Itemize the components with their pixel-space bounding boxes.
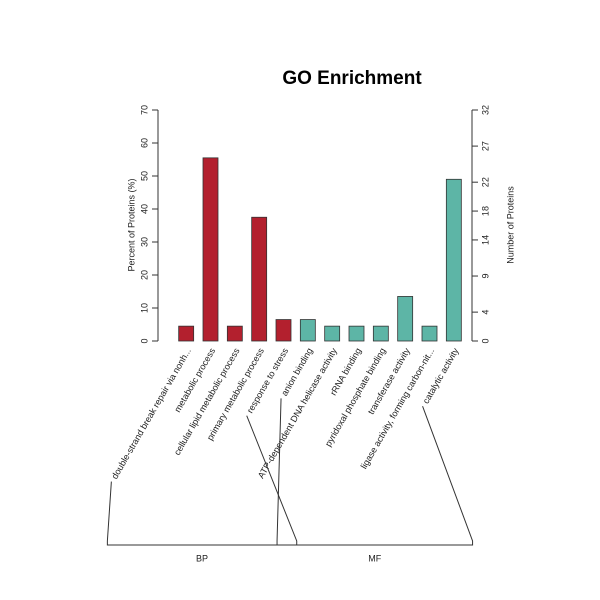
y2-tick-label: 18 xyxy=(480,206,490,216)
y-tick-label: 0 xyxy=(139,338,149,343)
y2-axis-label: Number of Proteins xyxy=(505,186,515,264)
y2-tick-label: 4 xyxy=(480,310,490,315)
bar xyxy=(226,325,243,342)
bar xyxy=(324,325,341,342)
bar xyxy=(275,319,292,342)
bar xyxy=(348,325,365,342)
y2-tick-label: 27 xyxy=(480,141,490,151)
bar xyxy=(397,296,414,342)
group-bracket xyxy=(276,398,474,546)
group-label: MF xyxy=(368,553,381,563)
bar xyxy=(421,325,438,342)
y2-tick-label: 9 xyxy=(480,274,490,279)
y-axis-label: Percent of Proteins (%) xyxy=(126,178,136,271)
y-tick-label: 10 xyxy=(139,303,149,313)
group-bracket xyxy=(106,415,298,546)
bar xyxy=(202,157,219,342)
y-tick-label: 60 xyxy=(139,138,149,148)
bar xyxy=(445,178,462,342)
y-tick-label: 40 xyxy=(139,204,149,214)
bar xyxy=(251,216,268,342)
chart-title: GO Enrichment xyxy=(282,68,422,89)
y-tick-label: 20 xyxy=(139,270,149,280)
y2-tick-label: 0 xyxy=(480,338,490,343)
y2-tick-label: 14 xyxy=(480,235,490,245)
bar xyxy=(178,325,195,342)
y2-tick-label: 22 xyxy=(480,177,490,187)
bar xyxy=(372,325,389,342)
y-tick-label: 30 xyxy=(139,237,149,247)
y-tick-label: 70 xyxy=(139,105,149,115)
group-label: BP xyxy=(196,553,208,563)
y-tick-label: 50 xyxy=(139,171,149,181)
bar xyxy=(299,319,316,342)
y2-tick-label: 32 xyxy=(480,105,490,115)
